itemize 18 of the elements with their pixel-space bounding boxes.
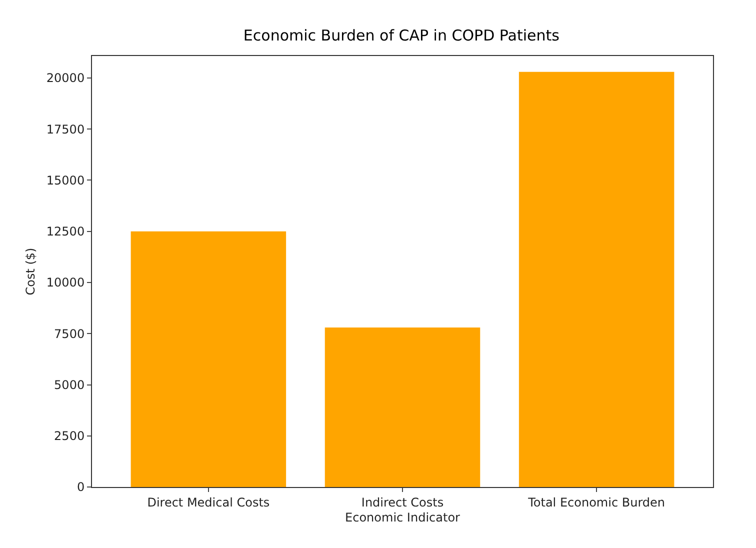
chart-title: Economic Burden of CAP in COPD Patients (243, 26, 560, 45)
x-tick-label: Direct Medical Costs (147, 495, 270, 510)
y-tick-label: 2500 (54, 429, 85, 444)
bar (324, 327, 480, 487)
y-tick-label: 5000 (54, 378, 85, 392)
y-axis-title: Cost ($) (24, 248, 38, 296)
bar (518, 72, 674, 487)
bar (130, 231, 286, 487)
y-tick-label: 12500 (46, 224, 85, 239)
y-tick-label: 7500 (54, 326, 85, 341)
y-tick-label: 17500 (46, 122, 85, 136)
y-tick-label: 15000 (46, 173, 85, 188)
x-axis-title: Economic Indicator (345, 510, 460, 524)
y-tick-label: 20000 (46, 71, 85, 86)
y-tick-label: 0 (76, 480, 85, 494)
x-tick-label: Total Economic Burden (527, 495, 666, 510)
y-tick-label: 10000 (46, 276, 85, 290)
x-tick-label: Indirect Costs (361, 495, 444, 510)
